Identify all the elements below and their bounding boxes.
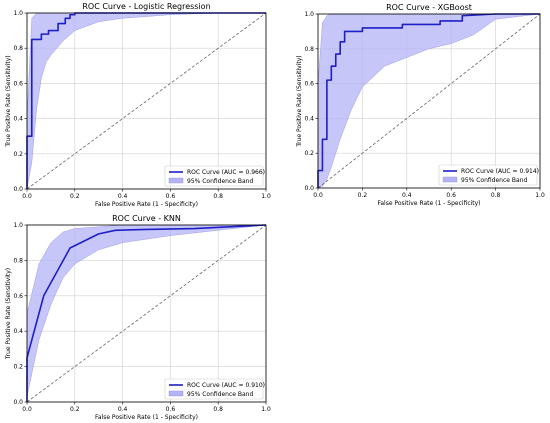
chart-panel: 0.0 0.2 0.4 0.6 0.8 1.0 0.0 0.2 0.4 0.6 0.8 1.0 ROC … <box>5 2 271 208</box>
y-tick-label: 0.8 <box>13 45 23 52</box>
x-tick-label: 0.6 <box>166 193 176 200</box>
x-axis-label: False Positive Rate (1 - Specificity) <box>377 200 480 207</box>
legend-roc-label: ROC Curve (AUC = 0.966) <box>187 169 265 176</box>
y-tick-label: 0.6 <box>13 80 23 87</box>
x-tick-label: 1.0 <box>261 193 271 200</box>
y-tick-label: 1.0 <box>304 11 314 18</box>
roc-line <box>26 12 266 189</box>
legend-band-swatch <box>168 390 184 397</box>
x-axis-label: False Positive Rate (1 - Specificity) <box>95 414 198 421</box>
y-tick-label: 0.4 <box>13 328 23 335</box>
y-tick-label: 0.6 <box>304 81 314 88</box>
roc-line <box>317 13 540 188</box>
legend-roc-label: ROC Curve (AUC = 0.910) <box>187 382 265 389</box>
chart-panel: 0.0 0.2 0.4 0.6 0.8 1.0 0.0 0.2 0.4 0.6 0.8 1.0 ROC … <box>296 3 545 207</box>
x-tick-label: 0.4 <box>118 406 128 413</box>
plot-frame <box>317 13 541 189</box>
chance-diagonal <box>26 224 267 403</box>
x-tick-label: 0.8 <box>213 406 223 413</box>
y-tick-label: 0.2 <box>304 150 314 157</box>
legend-box <box>164 165 264 187</box>
legend: ROC Curve (AUC = 0.966) 95% Confidence Ba… <box>164 165 265 187</box>
legend: ROC Curve (AUC = 0.910) 95% Confidence Ba… <box>164 378 265 400</box>
x-tick-label: 0.6 <box>166 406 176 413</box>
chance-diagonal <box>26 12 267 190</box>
x-tick-label: 1.0 <box>535 192 545 199</box>
x-tick-label: 1.0 <box>261 406 271 413</box>
y-tick-label: 0.0 <box>13 399 23 406</box>
y-tick-label: 1.0 <box>13 10 23 17</box>
y-tick-label: 0.2 <box>13 151 23 158</box>
roc-line <box>26 224 267 402</box>
x-tick-label: 0.4 <box>402 192 412 199</box>
chart-panel: 0.0 0.2 0.4 0.6 0.8 1.0 0.0 0.2 0.4 0.6 0.8 1.0 ROC … <box>5 214 271 421</box>
y-axis-label: True Positive Rate (Sensitivity) <box>5 55 12 147</box>
plot-frame <box>26 224 267 403</box>
legend-box <box>164 378 264 400</box>
legend: ROC Curve (AUC = 0.914) 95% Confidence Ba… <box>438 164 539 186</box>
y-tick-label: 0.0 <box>13 186 23 193</box>
confidence-band <box>26 224 267 397</box>
legend-box <box>438 164 538 186</box>
legend-band-swatch <box>442 176 458 183</box>
x-tick-label: 0.0 <box>22 193 32 200</box>
chart-title: ROC Curve - XGBoost <box>386 3 472 12</box>
y-tick-label: 0.8 <box>304 46 314 53</box>
y-tick-label: 0.0 <box>304 185 314 192</box>
y-tick-label: 0.4 <box>13 116 23 123</box>
y-tick-label: 1.0 <box>13 222 23 229</box>
x-tick-label: 0.6 <box>446 192 456 199</box>
x-tick-label: 0.0 <box>22 406 32 413</box>
chart-title: ROC Curve - Logistic Regression <box>82 2 210 11</box>
x-tick-label: 0.8 <box>491 192 501 199</box>
x-tick-label: 0.8 <box>213 193 223 200</box>
chart-title: ROC Curve - KNN <box>112 214 181 223</box>
x-axis-label: False Positive Rate (1 - Specificity) <box>95 201 198 208</box>
y-tick-label: 0.2 <box>13 364 23 371</box>
y-tick-label: 0.4 <box>304 115 314 122</box>
legend-band-label: 95% Confidence Band <box>461 177 527 184</box>
legend-band-label: 95% Confidence Band <box>187 178 253 185</box>
plot-frame <box>26 12 267 190</box>
legend-band-swatch <box>168 177 184 184</box>
y-tick-label: 0.6 <box>13 293 23 300</box>
y-tick-label: 0.8 <box>13 257 23 264</box>
chance-diagonal <box>317 13 541 189</box>
x-tick-label: 0.4 <box>118 193 128 200</box>
legend-band-label: 95% Confidence Band <box>187 391 253 398</box>
x-tick-label: 0.0 <box>313 192 323 199</box>
legend-roc-label: ROC Curve (AUC = 0.914) <box>461 168 539 175</box>
y-axis-label: True Positive Rate (Sensitivity) <box>5 268 12 360</box>
y-axis-label: True Positive Rate (Sensitivity) <box>296 55 303 147</box>
x-tick-label: 0.2 <box>70 193 80 200</box>
x-tick-label: 0.2 <box>70 406 80 413</box>
x-tick-label: 0.2 <box>358 192 368 199</box>
